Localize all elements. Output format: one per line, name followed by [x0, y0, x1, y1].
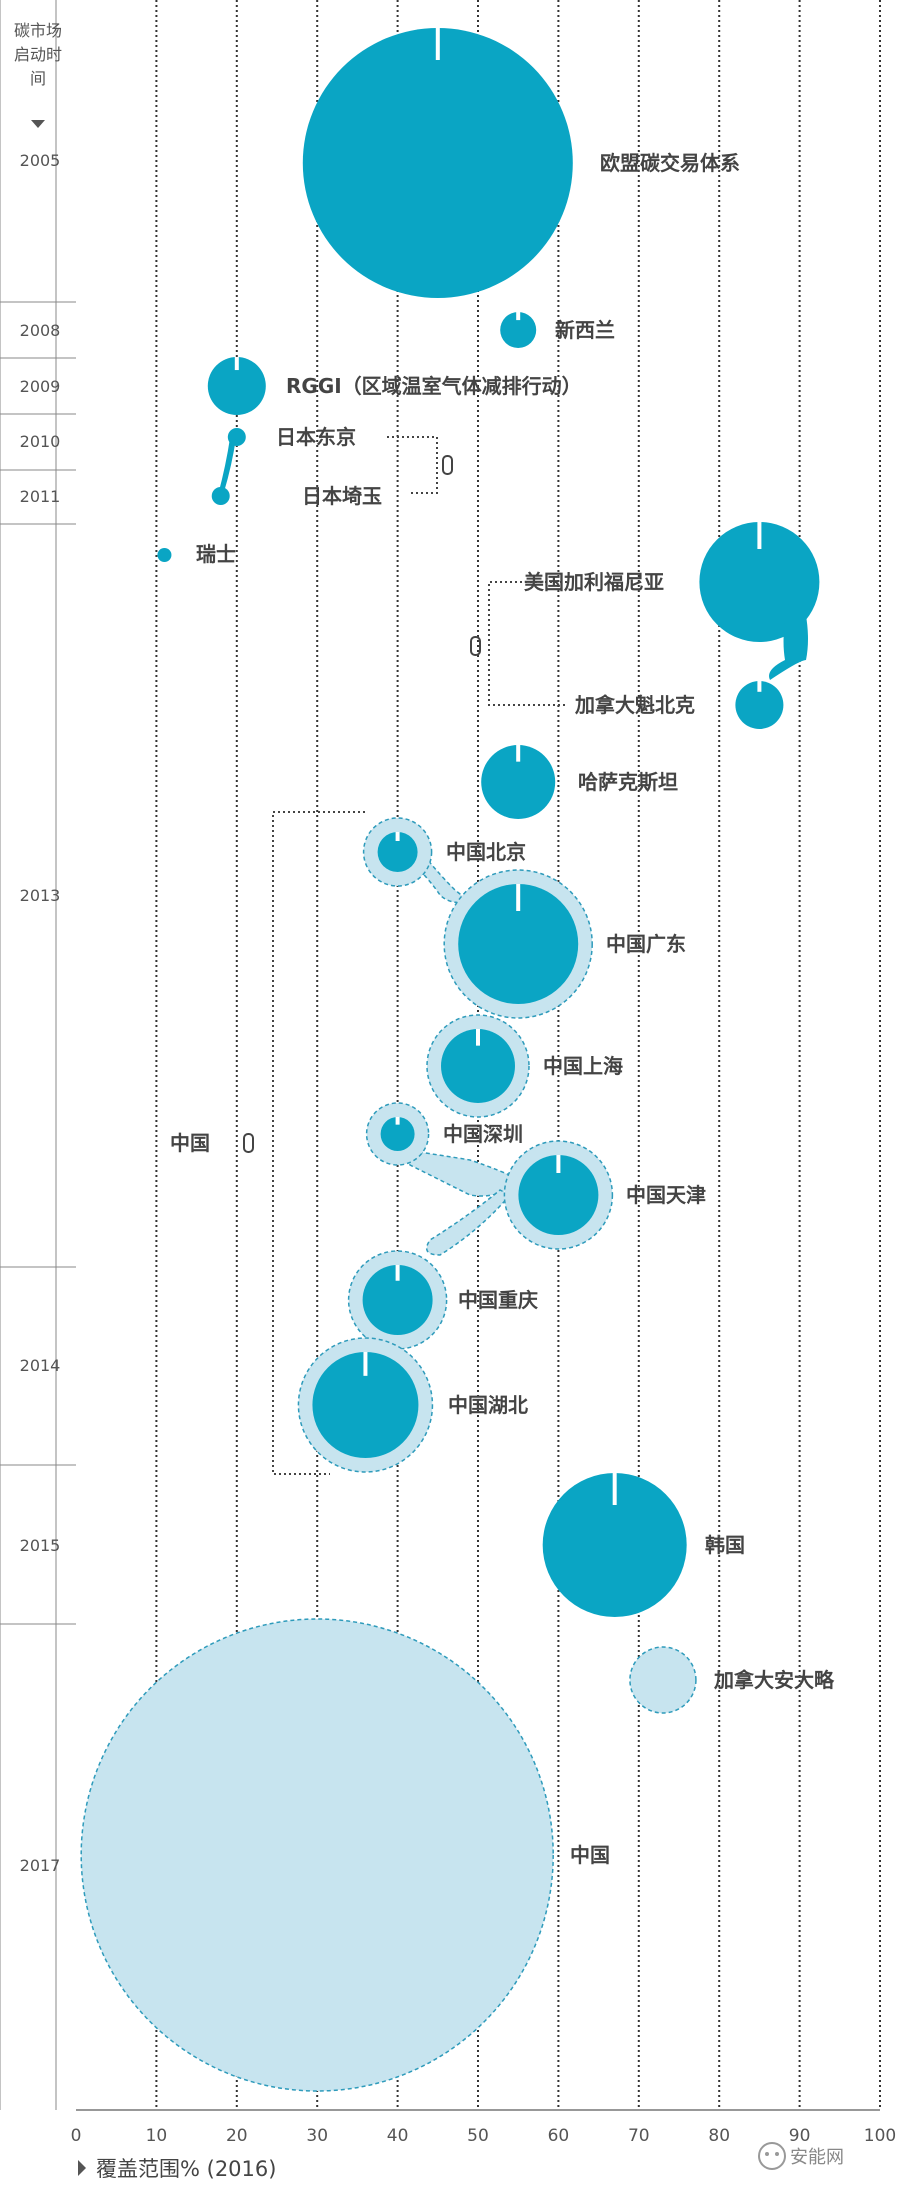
bubble — [302, 28, 573, 298]
x-tick-label: 20 — [226, 2126, 248, 2146]
year-label: 2017 — [20, 1856, 61, 1875]
bubble-label: 中国湖北 — [448, 1393, 528, 1417]
bubble-label: 美国加利福尼亚 — [524, 570, 664, 594]
year-label: 2015 — [20, 1536, 61, 1555]
year-label: 2009 — [20, 377, 61, 396]
bubble — [207, 357, 266, 415]
y-axis-title-1: 碳市场 — [14, 21, 62, 40]
bubble-label: 中国深圳 — [443, 1122, 523, 1146]
bubble-label: 中国 — [570, 1843, 610, 1867]
year-label: 2013 — [20, 886, 61, 905]
bubble — [157, 548, 172, 562]
bubble-label: 日本埼玉 — [302, 484, 382, 508]
bubble-label: 中国广东 — [606, 932, 686, 956]
bubble — [518, 1155, 599, 1235]
year-label: 2008 — [20, 321, 61, 340]
bubble-label: 欧盟碳交易体系 — [600, 151, 740, 175]
bubble — [312, 1352, 419, 1458]
x-tick-label: 40 — [387, 2126, 409, 2146]
year-label: 2014 — [20, 1356, 61, 1375]
year-label: 2005 — [20, 151, 61, 170]
y-axis-title-3: 间 — [30, 69, 46, 88]
link-brackets — [272, 436, 567, 1475]
bubble — [362, 1265, 433, 1335]
bubble-label: 中国上海 — [543, 1054, 623, 1078]
x-tick-label: 30 — [306, 2126, 328, 2146]
x-tick-label: 0 — [71, 2126, 82, 2146]
link-icon — [442, 455, 453, 475]
bubble — [481, 745, 556, 819]
bubble — [80, 1618, 554, 2092]
chat-logo-icon — [758, 2142, 786, 2170]
gridlines — [155, 0, 881, 2110]
link-icon — [243, 1133, 254, 1153]
bubble — [629, 1646, 697, 1714]
link-icons — [243, 455, 481, 1153]
bubble-label: 中国重庆 — [458, 1288, 538, 1312]
year-label: 2011 — [20, 487, 61, 506]
bubble — [735, 681, 784, 729]
watermark-text: 安能网 — [790, 2147, 844, 2168]
bubbles — [80, 28, 820, 2092]
x-axis-title: 覆盖范围% (2016) — [96, 2157, 276, 2181]
bubble-label: 哈萨克斯坦 — [578, 770, 678, 794]
year-label: 2010 — [20, 432, 61, 451]
bubble — [380, 1117, 415, 1151]
bubble — [458, 884, 579, 1004]
bubble-label: 加拿大安大略 — [713, 1668, 835, 1692]
bubble — [377, 832, 418, 872]
bubble-label: RGGI（区域温室气体减排行动） — [286, 374, 582, 398]
link-icon — [470, 636, 481, 656]
x-tick-label: 70 — [628, 2126, 650, 2146]
y-axis-title-2: 启动时 — [14, 45, 62, 64]
x-tick-label: 80 — [708, 2126, 730, 2146]
bubble — [542, 1473, 687, 1617]
bubble-label: 新西兰 — [555, 318, 615, 342]
x-tick-label: 90 — [789, 2126, 811, 2146]
x-tick-label: 60 — [548, 2126, 570, 2146]
watermark: 安能网 — [758, 2142, 844, 2170]
right-arrow-icon — [78, 2160, 86, 2176]
bubble-label: 中国天津 — [626, 1183, 706, 1207]
bubble-label: 瑞士 — [196, 542, 236, 566]
x-tick-label: 100 — [864, 2126, 896, 2146]
bubble-label: 加拿大魁北克 — [574, 693, 695, 717]
group-label: 中国 — [170, 1131, 210, 1155]
x-tick-label: 10 — [146, 2126, 168, 2146]
bubble — [441, 1029, 515, 1103]
bubble — [500, 312, 537, 348]
bubble-label: 日本东京 — [276, 425, 356, 449]
x-tick-label: 50 — [467, 2126, 489, 2146]
down-arrow-icon — [31, 120, 45, 128]
dark-connectors — [218, 438, 808, 680]
year-axis: 碳市场 启动时 间 2005 2008 2009 2010 2011 2013 2014 20… — [0, 0, 76, 2110]
bubble-label: 中国北京 — [446, 840, 526, 864]
bubble-label: 韩国 — [705, 1533, 745, 1557]
x-axis: 0 10 20 30 40 50 60 70 80 90 100 覆盖范围% (2016) — [71, 2109, 896, 2181]
bubble — [211, 487, 230, 505]
